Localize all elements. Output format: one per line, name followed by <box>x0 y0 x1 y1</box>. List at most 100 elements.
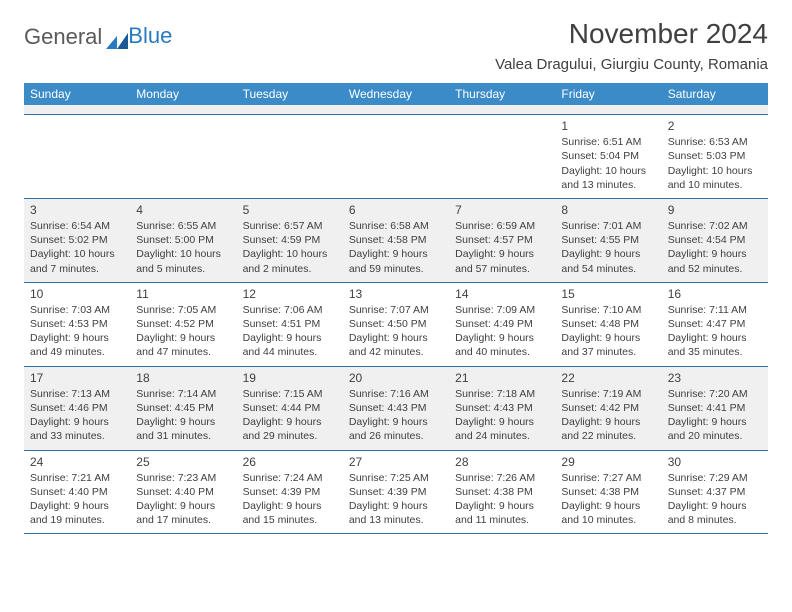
week-row: 10Sunrise: 7:03 AMSunset: 4:53 PMDayligh… <box>24 283 768 367</box>
daylight-text: Daylight: 9 hours and 35 minutes. <box>668 331 762 359</box>
sunrise-text: Sunrise: 7:24 AM <box>243 471 337 485</box>
sunrise-text: Sunrise: 6:55 AM <box>136 219 230 233</box>
sunrise-text: Sunrise: 6:58 AM <box>349 219 443 233</box>
sunrise-text: Sunrise: 7:20 AM <box>668 387 762 401</box>
sunset-text: Sunset: 4:55 PM <box>561 233 655 247</box>
day-number: 21 <box>455 370 549 386</box>
daylight-text: Daylight: 9 hours and 15 minutes. <box>243 499 337 527</box>
sunrise-text: Sunrise: 7:27 AM <box>561 471 655 485</box>
sunset-text: Sunset: 4:57 PM <box>455 233 549 247</box>
brand-part2: Blue <box>128 23 172 49</box>
daylight-text: Daylight: 9 hours and 20 minutes. <box>668 415 762 443</box>
title-block: November 2024 Valea Dragului, Giurgiu Co… <box>495 18 768 73</box>
sunset-text: Sunset: 4:43 PM <box>455 401 549 415</box>
sunrise-text: Sunrise: 7:18 AM <box>455 387 549 401</box>
sunrise-text: Sunrise: 7:23 AM <box>136 471 230 485</box>
day-cell: 13Sunrise: 7:07 AMSunset: 4:50 PMDayligh… <box>343 283 449 366</box>
day-number: 19 <box>243 370 337 386</box>
day-cell: 5Sunrise: 6:57 AMSunset: 4:59 PMDaylight… <box>237 199 343 282</box>
daylight-text: Daylight: 9 hours and 57 minutes. <box>455 247 549 275</box>
location: Valea Dragului, Giurgiu County, Romania <box>495 56 768 73</box>
sunset-text: Sunset: 4:48 PM <box>561 317 655 331</box>
sunrise-text: Sunrise: 7:11 AM <box>668 303 762 317</box>
weekday-header: Friday <box>555 83 661 105</box>
day-cell <box>237 115 343 198</box>
sunset-text: Sunset: 5:02 PM <box>30 233 124 247</box>
daylight-text: Daylight: 9 hours and 8 minutes. <box>668 499 762 527</box>
sunset-text: Sunset: 4:54 PM <box>668 233 762 247</box>
sunset-text: Sunset: 4:51 PM <box>243 317 337 331</box>
daylight-text: Daylight: 9 hours and 49 minutes. <box>30 331 124 359</box>
day-cell: 19Sunrise: 7:15 AMSunset: 4:44 PMDayligh… <box>237 367 343 450</box>
day-cell: 12Sunrise: 7:06 AMSunset: 4:51 PMDayligh… <box>237 283 343 366</box>
day-number: 23 <box>668 370 762 386</box>
weekday-header-row: Sunday Monday Tuesday Wednesday Thursday… <box>24 83 768 105</box>
daylight-text: Daylight: 9 hours and 11 minutes. <box>455 499 549 527</box>
weekday-header: Thursday <box>449 83 555 105</box>
sunset-text: Sunset: 4:59 PM <box>243 233 337 247</box>
day-number: 20 <box>349 370 443 386</box>
sunrise-text: Sunrise: 7:10 AM <box>561 303 655 317</box>
day-number: 12 <box>243 286 337 302</box>
daylight-text: Daylight: 9 hours and 31 minutes. <box>136 415 230 443</box>
week-row: 1Sunrise: 6:51 AMSunset: 5:04 PMDaylight… <box>24 115 768 199</box>
daylight-text: Daylight: 9 hours and 33 minutes. <box>30 415 124 443</box>
day-cell: 2Sunrise: 6:53 AMSunset: 5:03 PMDaylight… <box>662 115 768 198</box>
day-number: 26 <box>243 454 337 470</box>
sunrise-text: Sunrise: 7:19 AM <box>561 387 655 401</box>
day-number: 9 <box>668 202 762 218</box>
daylight-text: Daylight: 9 hours and 47 minutes. <box>136 331 230 359</box>
calendar: Sunday Monday Tuesday Wednesday Thursday… <box>24 83 768 534</box>
sunrise-text: Sunrise: 7:09 AM <box>455 303 549 317</box>
weekday-header: Monday <box>130 83 236 105</box>
daylight-text: Daylight: 9 hours and 22 minutes. <box>561 415 655 443</box>
logo-icon <box>106 29 128 45</box>
day-number: 7 <box>455 202 549 218</box>
day-cell: 18Sunrise: 7:14 AMSunset: 4:45 PMDayligh… <box>130 367 236 450</box>
sunset-text: Sunset: 4:39 PM <box>243 485 337 499</box>
day-number: 24 <box>30 454 124 470</box>
daylight-text: Daylight: 9 hours and 24 minutes. <box>455 415 549 443</box>
sunrise-text: Sunrise: 7:29 AM <box>668 471 762 485</box>
sunset-text: Sunset: 5:03 PM <box>668 149 762 163</box>
week-row: 3Sunrise: 6:54 AMSunset: 5:02 PMDaylight… <box>24 199 768 283</box>
sunset-text: Sunset: 4:42 PM <box>561 401 655 415</box>
day-number: 15 <box>561 286 655 302</box>
spacer-row <box>24 105 768 115</box>
day-number: 2 <box>668 118 762 134</box>
day-cell: 6Sunrise: 6:58 AMSunset: 4:58 PMDaylight… <box>343 199 449 282</box>
day-cell <box>130 115 236 198</box>
sunset-text: Sunset: 4:44 PM <box>243 401 337 415</box>
daylight-text: Daylight: 9 hours and 13 minutes. <box>349 499 443 527</box>
sunset-text: Sunset: 4:50 PM <box>349 317 443 331</box>
daylight-text: Daylight: 9 hours and 17 minutes. <box>136 499 230 527</box>
day-cell: 27Sunrise: 7:25 AMSunset: 4:39 PMDayligh… <box>343 451 449 534</box>
daylight-text: Daylight: 10 hours and 7 minutes. <box>30 247 124 275</box>
sunset-text: Sunset: 4:39 PM <box>349 485 443 499</box>
day-cell: 26Sunrise: 7:24 AMSunset: 4:39 PMDayligh… <box>237 451 343 534</box>
day-number: 14 <box>455 286 549 302</box>
day-cell: 28Sunrise: 7:26 AMSunset: 4:38 PMDayligh… <box>449 451 555 534</box>
day-number: 13 <box>349 286 443 302</box>
day-number: 4 <box>136 202 230 218</box>
day-number: 22 <box>561 370 655 386</box>
sunrise-text: Sunrise: 7:01 AM <box>561 219 655 233</box>
month-title: November 2024 <box>495 18 768 50</box>
day-number: 27 <box>349 454 443 470</box>
day-number: 5 <box>243 202 337 218</box>
daylight-text: Daylight: 10 hours and 2 minutes. <box>243 247 337 275</box>
sunset-text: Sunset: 4:40 PM <box>136 485 230 499</box>
sunset-text: Sunset: 4:53 PM <box>30 317 124 331</box>
sunrise-text: Sunrise: 6:51 AM <box>561 135 655 149</box>
sunrise-text: Sunrise: 6:59 AM <box>455 219 549 233</box>
daylight-text: Daylight: 10 hours and 5 minutes. <box>136 247 230 275</box>
daylight-text: Daylight: 9 hours and 29 minutes. <box>243 415 337 443</box>
day-number: 8 <box>561 202 655 218</box>
weekday-header: Saturday <box>662 83 768 105</box>
day-number: 30 <box>668 454 762 470</box>
sunrise-text: Sunrise: 7:25 AM <box>349 471 443 485</box>
daylight-text: Daylight: 9 hours and 37 minutes. <box>561 331 655 359</box>
sunrise-text: Sunrise: 6:53 AM <box>668 135 762 149</box>
weekday-header: Sunday <box>24 83 130 105</box>
daylight-text: Daylight: 9 hours and 19 minutes. <box>30 499 124 527</box>
